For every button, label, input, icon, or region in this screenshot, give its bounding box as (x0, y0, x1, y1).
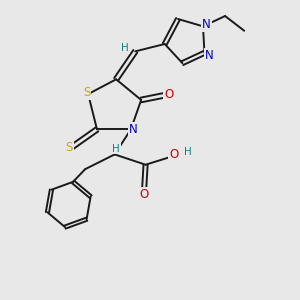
Text: O: O (169, 148, 178, 161)
Text: H: H (112, 143, 120, 154)
Text: S: S (65, 141, 73, 154)
Text: O: O (164, 88, 173, 100)
Text: H: H (121, 43, 129, 53)
Text: O: O (140, 188, 149, 201)
Text: S: S (83, 86, 90, 99)
Text: N: N (205, 49, 213, 62)
Text: N: N (128, 123, 137, 136)
Text: H: H (184, 147, 191, 157)
Text: N: N (202, 18, 211, 32)
